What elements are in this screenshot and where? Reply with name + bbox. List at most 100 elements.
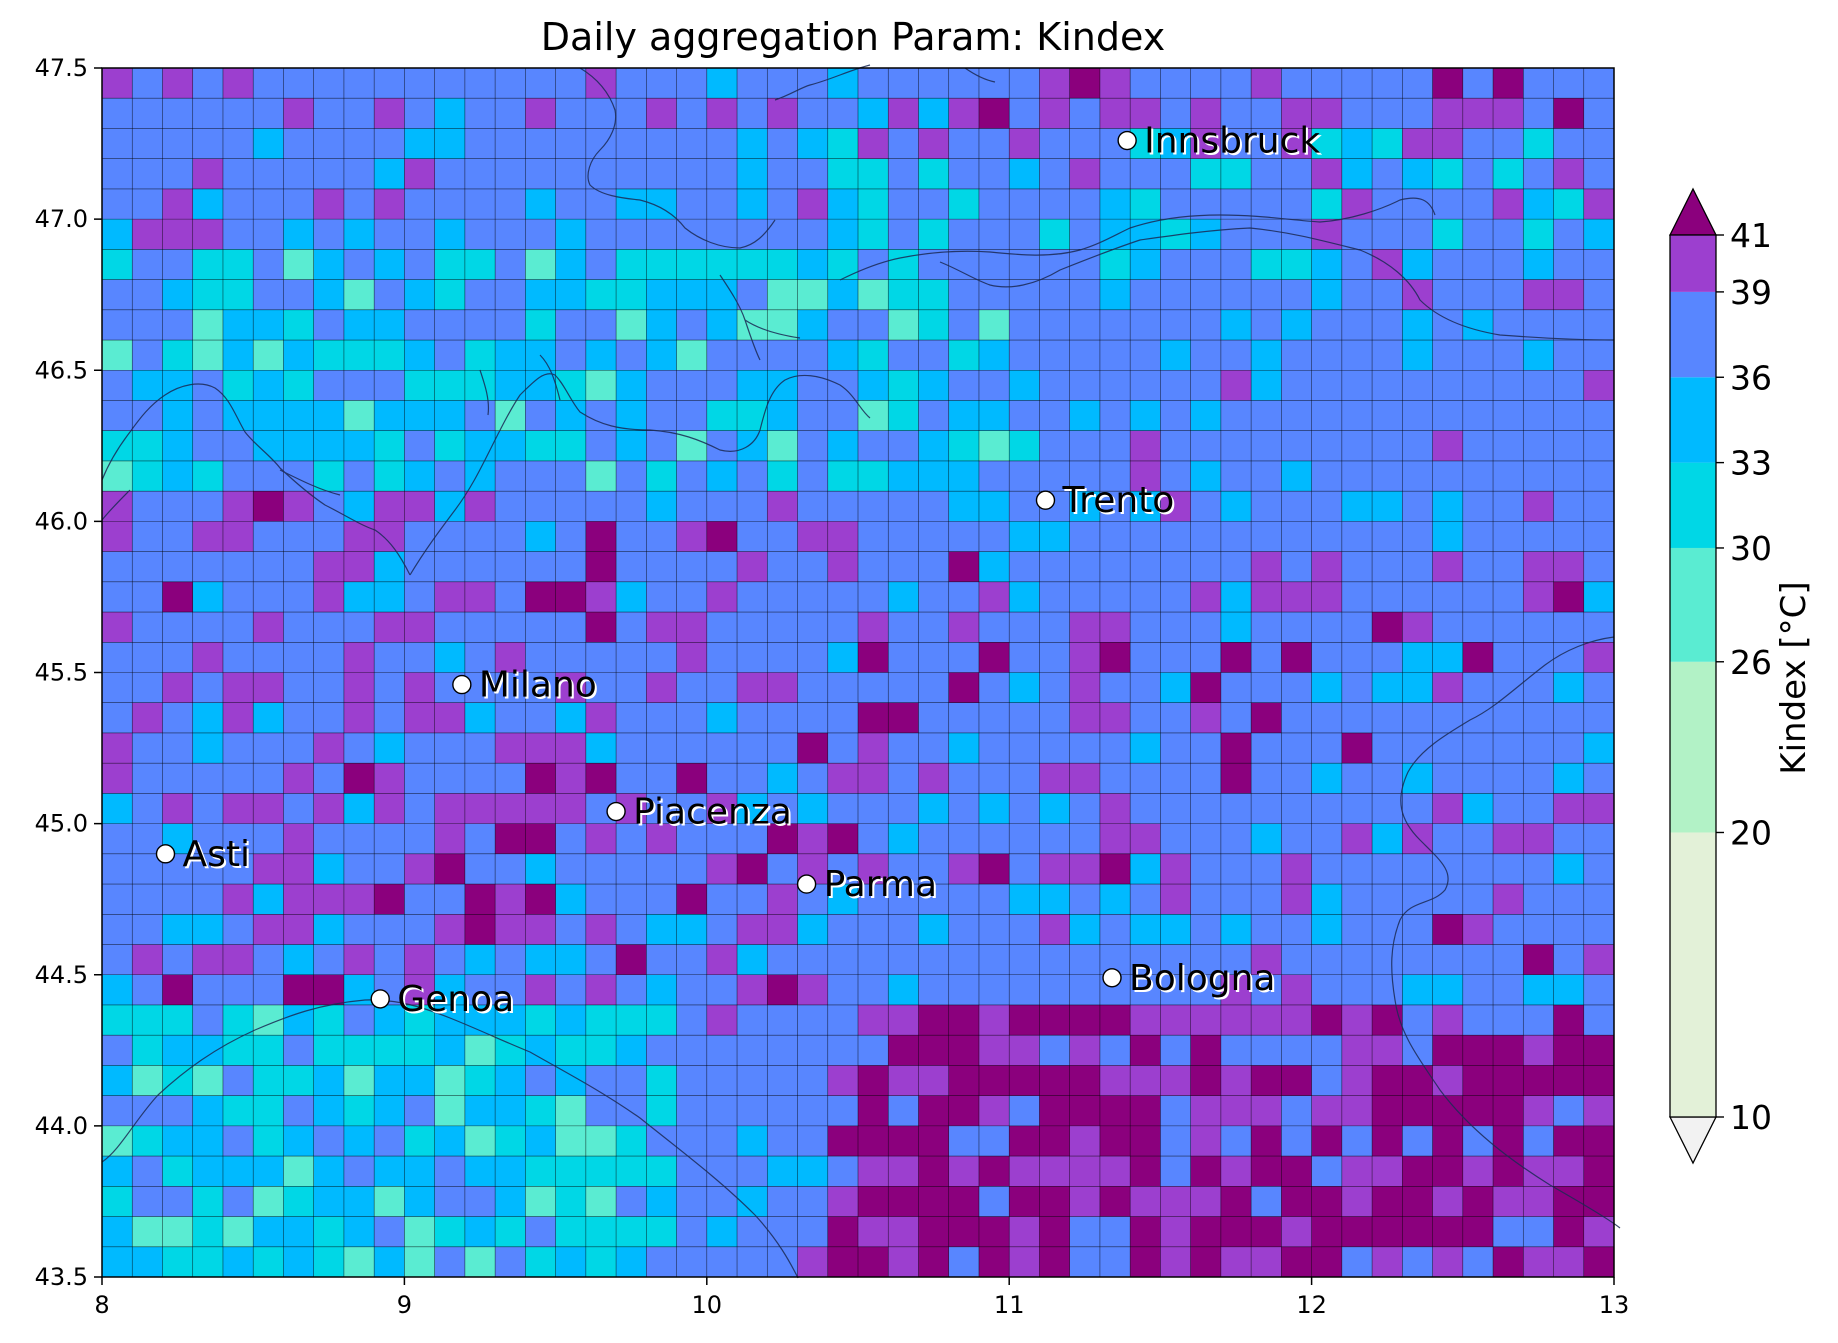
grid-cell bbox=[1553, 732, 1585, 764]
grid-cell bbox=[132, 1004, 163, 1036]
grid-cell bbox=[1069, 914, 1101, 945]
grid-cell bbox=[797, 219, 829, 250]
grid-cell bbox=[1311, 1035, 1343, 1066]
grid-cell bbox=[827, 612, 859, 643]
colorbar-segment bbox=[1670, 235, 1716, 292]
grid-cell bbox=[948, 521, 980, 552]
city-label: Innsbruck bbox=[1144, 121, 1320, 162]
grid-cell bbox=[858, 400, 889, 432]
grid-cell bbox=[192, 1004, 224, 1036]
grid-cell bbox=[222, 279, 254, 311]
grid-cell bbox=[374, 793, 405, 824]
grid-cell bbox=[1553, 521, 1585, 552]
grid-cell bbox=[464, 974, 496, 1006]
grid-cell bbox=[948, 551, 980, 583]
grid-cell bbox=[1190, 1065, 1222, 1096]
grid-cell bbox=[858, 340, 889, 371]
grid-cell bbox=[1523, 128, 1554, 159]
grid-cell bbox=[767, 672, 798, 704]
grid-cell bbox=[888, 914, 919, 945]
grid-cell bbox=[706, 98, 738, 129]
grid-cell bbox=[1432, 309, 1464, 341]
grid-cell bbox=[978, 249, 1010, 280]
grid-cell bbox=[495, 128, 526, 159]
grid-cell bbox=[1069, 98, 1101, 129]
grid-cell bbox=[525, 793, 556, 824]
grid-cell bbox=[1039, 1004, 1070, 1036]
grid-cell bbox=[797, 642, 829, 673]
grid-cell bbox=[374, 128, 405, 159]
grid-cell bbox=[253, 158, 284, 190]
grid-cell bbox=[858, 672, 889, 704]
grid-cell bbox=[192, 491, 224, 522]
grid-cell bbox=[343, 370, 375, 401]
grid-cell bbox=[646, 1065, 677, 1096]
grid-cell bbox=[343, 823, 375, 855]
grid-cell bbox=[1251, 702, 1282, 734]
grid-cell bbox=[1069, 1065, 1101, 1096]
grid-cell bbox=[495, 400, 526, 432]
grid-cell bbox=[253, 1095, 284, 1127]
grid-cell bbox=[1099, 642, 1131, 673]
grid-cell bbox=[464, 581, 496, 613]
grid-cell bbox=[495, 642, 526, 673]
grid-cell bbox=[1523, 672, 1554, 704]
grid-cell bbox=[1372, 1065, 1403, 1096]
grid-cell bbox=[1583, 128, 1615, 159]
grid-cell bbox=[132, 279, 163, 311]
grid-cell bbox=[464, 460, 496, 492]
grid-cell bbox=[1099, 823, 1131, 855]
grid-cell bbox=[585, 1125, 617, 1157]
grid-cell bbox=[1009, 763, 1040, 794]
grid-cell bbox=[585, 430, 617, 462]
grid-cell bbox=[1432, 1035, 1464, 1066]
grid-cell bbox=[464, 219, 496, 250]
grid-cell bbox=[918, 309, 950, 341]
grid-cell bbox=[1130, 370, 1161, 401]
grid-cell bbox=[404, 219, 435, 250]
grid-cell bbox=[1493, 793, 1524, 824]
grid-cell bbox=[1190, 732, 1222, 764]
grid-cell bbox=[827, 853, 859, 885]
grid-cell bbox=[162, 793, 194, 824]
grid-cell bbox=[978, 702, 1010, 734]
grid-cell bbox=[646, 1186, 677, 1217]
grid-cell bbox=[1009, 823, 1040, 855]
grid-cell bbox=[1281, 1065, 1312, 1096]
grid-cell bbox=[132, 884, 163, 915]
grid-cell bbox=[313, 521, 345, 552]
grid-cell bbox=[374, 1125, 405, 1157]
grid-cell bbox=[525, 521, 556, 552]
grid-cell bbox=[495, 1186, 526, 1217]
grid-cell bbox=[1009, 1246, 1040, 1278]
grid-cell bbox=[222, 1125, 254, 1157]
grid-cell bbox=[1160, 309, 1191, 341]
grid-cell bbox=[404, 400, 435, 432]
grid-cell bbox=[253, 763, 284, 794]
grid-cell bbox=[1311, 188, 1343, 220]
grid-cell bbox=[888, 793, 919, 824]
grid-cell bbox=[1402, 1095, 1433, 1127]
grid-cell bbox=[1130, 1004, 1161, 1036]
grid-cell bbox=[253, 128, 284, 159]
grid-cell bbox=[1462, 460, 1494, 492]
grid-cell bbox=[1069, 309, 1101, 341]
grid-cell bbox=[1220, 1216, 1252, 1248]
grid-cell bbox=[525, 581, 556, 613]
grid-cell bbox=[1069, 521, 1101, 552]
grid-cell bbox=[374, 702, 405, 734]
grid-cell bbox=[676, 944, 708, 976]
grid-cell bbox=[253, 612, 284, 643]
grid-cell bbox=[222, 884, 254, 915]
grid-cell bbox=[313, 823, 345, 855]
grid-cell bbox=[404, 68, 435, 99]
grid-cell bbox=[948, 581, 980, 613]
grid-cell bbox=[434, 309, 466, 341]
grid-cell bbox=[525, 944, 556, 976]
grid-cell bbox=[132, 763, 163, 794]
grid-cell bbox=[1251, 400, 1282, 432]
grid-cell bbox=[434, 1125, 466, 1157]
grid-cell bbox=[343, 340, 375, 371]
grid-cell bbox=[767, 1186, 798, 1217]
grid-cell bbox=[374, 642, 405, 673]
